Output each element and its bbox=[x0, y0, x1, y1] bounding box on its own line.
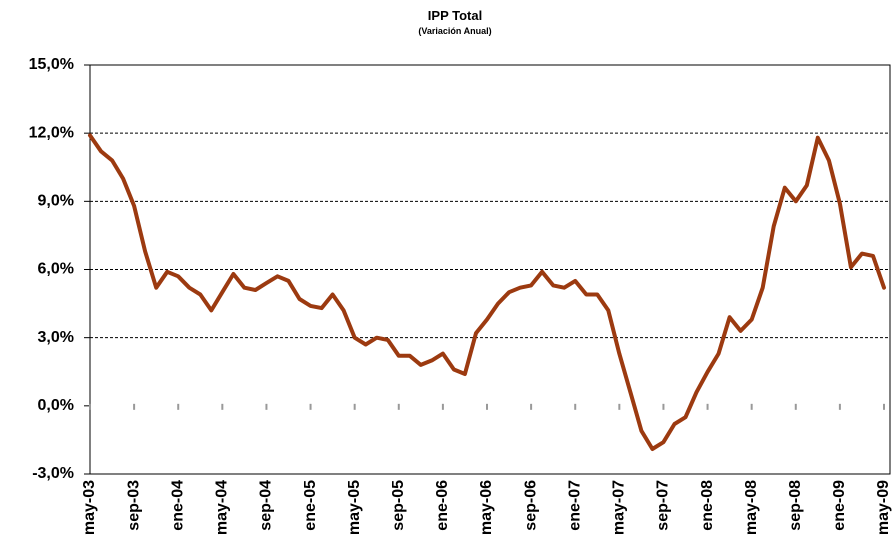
y-tick-label: 15,0% bbox=[29, 56, 74, 73]
x-tick-label: may-07 bbox=[611, 480, 628, 535]
x-tick-label: may-08 bbox=[743, 480, 760, 535]
x-tick-label: ene-08 bbox=[699, 480, 716, 531]
x-tick-label: ene-09 bbox=[831, 480, 848, 531]
y-tick-label: 0,0% bbox=[38, 397, 74, 414]
x-tick-label: sep-04 bbox=[258, 480, 275, 531]
x-tick-label: ene-07 bbox=[566, 480, 583, 531]
y-tick-label: 6,0% bbox=[38, 261, 74, 278]
x-tick-label: may-03 bbox=[81, 480, 98, 535]
x-tick-label: may-09 bbox=[875, 480, 892, 535]
x-tick-label: sep-06 bbox=[522, 480, 539, 531]
x-tick-label: sep-08 bbox=[787, 480, 804, 531]
y-tick-label: 12,0% bbox=[29, 124, 74, 141]
x-tick-label: ene-04 bbox=[169, 480, 186, 531]
x-tick-label: ene-05 bbox=[302, 480, 319, 531]
line-series bbox=[88, 133, 886, 451]
plot-frame bbox=[89, 64, 891, 475]
chart-title: IPP Total bbox=[428, 8, 482, 23]
y-tick-label: 9,0% bbox=[38, 193, 74, 210]
x-tick-label: ene-06 bbox=[434, 480, 451, 531]
x-tick-label: sep-03 bbox=[125, 480, 142, 531]
x-tick-label: sep-07 bbox=[655, 480, 672, 531]
chart-subtitle: (Variación Anual) bbox=[418, 26, 491, 36]
x-tick-label: may-06 bbox=[478, 480, 495, 535]
x-tick-label: may-05 bbox=[346, 480, 363, 535]
x-tick-label: may-04 bbox=[214, 480, 231, 535]
x-tick-label: sep-05 bbox=[390, 480, 407, 531]
y-tick-label: -3,0% bbox=[32, 465, 74, 482]
y-tick-label: 3,0% bbox=[38, 329, 74, 346]
